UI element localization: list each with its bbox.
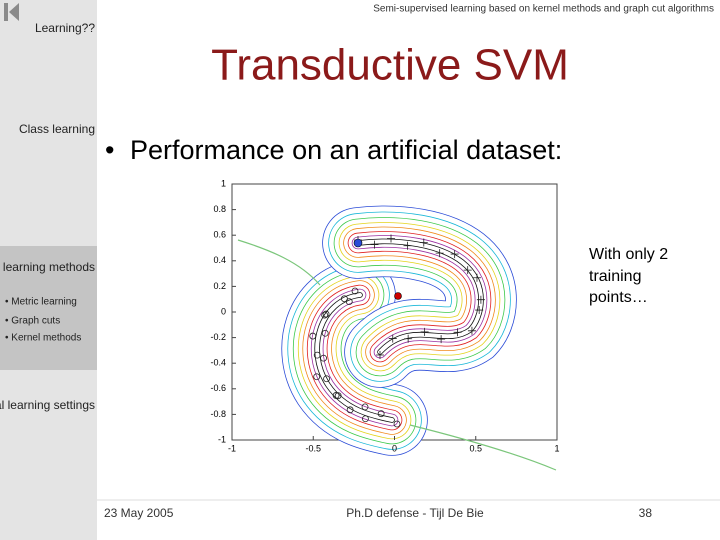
boundary [409,424,557,471]
footer-date: 23 May 2005 [104,506,174,520]
contour-gap [315,293,394,422]
sidebar-subitem[interactable]: • Graph cuts [5,316,60,327]
bullet: Performance on an artificial dataset: [130,135,562,165]
note-line: points… [589,289,648,306]
point [420,327,429,336]
point [332,392,340,399]
point [340,295,348,303]
point [323,375,330,383]
header-title: Semi-supervised learning based on kernel… [373,4,714,15]
nav-bar [4,3,8,21]
labeled-point [394,292,402,300]
sidebar-item[interactable]: Semi-supervised learning methods [0,260,95,274]
point [377,410,385,418]
point [320,354,327,362]
y-tick-label: 1 [221,178,226,188]
y-tick-label: 0.8 [213,204,226,214]
footer-page: 38 [639,506,653,520]
point [362,415,369,423]
sidebar-item[interactable]: Other general learning settings [0,398,95,412]
point [387,234,396,243]
point [309,332,317,340]
point [345,298,353,306]
point [463,266,472,275]
bullet-dot: • [105,135,114,165]
point [393,420,401,428]
y-tick-label: -0.8 [210,409,226,419]
point [370,240,379,249]
x-tick-label: 1 [554,443,559,453]
y-tick-label: -1 [218,434,226,444]
plot: -1 -0.5 0 0.5 1 1 0.8 0.6 0.4 0.2 0 -0.2 -0.4 -0.6 -0.… [210,178,560,471]
sidebar-subitem[interactable]: • Metric learning [5,297,77,308]
y-tick-label: -0.6 [210,383,226,393]
x-tick-label: -1 [228,443,236,453]
point [437,335,446,344]
sidebar-item[interactable]: Learning?? [35,21,95,35]
point [313,373,321,381]
nav-arrow [9,3,19,21]
point [313,351,321,359]
point [346,406,354,414]
point [321,329,329,337]
point [472,273,481,282]
point [435,249,444,258]
sidebar-subitem[interactable]: • Kernel methods [5,333,81,344]
point [403,241,412,250]
y-tick-label: 0.2 [213,281,226,291]
sidebar-item[interactable]: Class learning [19,122,95,136]
point [453,328,462,337]
point [351,287,359,295]
point [334,392,342,400]
point [376,351,384,359]
point [321,311,329,319]
point [467,326,476,335]
y-tick-label: -0.2 [210,332,226,342]
point [404,334,413,343]
y-tick-label: 0.4 [213,255,226,265]
footer-center: Ph.D defense - Tijl De Bie [346,506,484,520]
x-tick-label: 0 [392,443,397,453]
point [361,403,369,411]
y-tick-label: 0 [221,306,226,316]
point [475,306,484,315]
labeled-point [353,238,363,248]
nav-icon[interactable] [4,3,19,21]
point [476,295,485,304]
boundary [237,239,321,286]
note-line: training [589,268,641,285]
note-line: With only 2 [589,246,668,263]
x-tick-label: 0.5 [469,443,482,453]
y-tick-label: -0.4 [210,358,226,368]
sidebar-active [0,246,97,370]
y-tick-label: 0.6 [213,230,226,240]
point [388,334,397,343]
slide-title: Transductive SVM [211,41,569,90]
point [419,238,428,247]
point [322,310,330,318]
point [450,250,459,259]
x-tick-label: -0.5 [305,443,321,453]
